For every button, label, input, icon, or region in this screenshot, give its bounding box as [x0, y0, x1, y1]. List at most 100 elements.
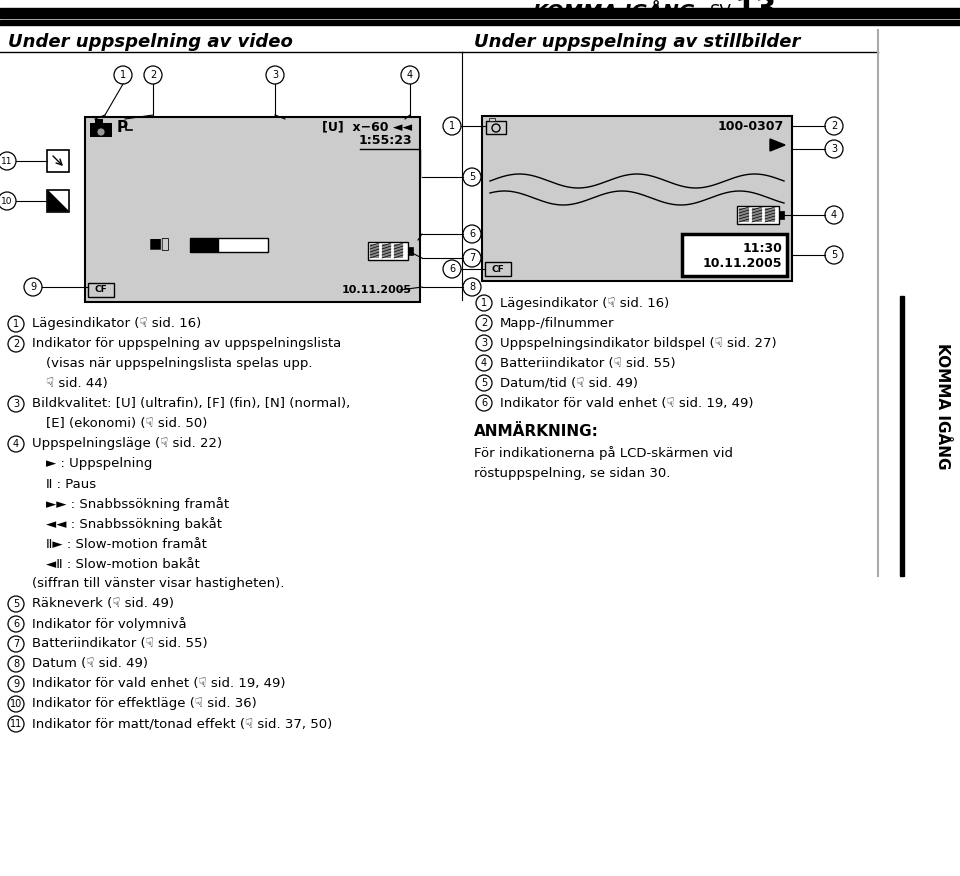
Text: 5: 5	[12, 599, 19, 609]
Text: 11:30: 11:30	[742, 242, 782, 255]
Text: 5: 5	[468, 172, 475, 182]
Bar	[190, 238, 218, 252]
Text: Lägesindikator (☟ sid. 16): Lägesindikator (☟ sid. 16)	[500, 296, 669, 309]
Text: 3: 3	[831, 144, 837, 154]
Text: SV: SV	[710, 3, 732, 21]
Text: Lägesindikator (☟ sid. 16): Lägesindikator (☟ sid. 16)	[32, 317, 202, 330]
Bar	[752, 208, 762, 222]
Text: 4: 4	[12, 439, 19, 449]
Bar	[47, 190, 69, 212]
Text: 1: 1	[120, 70, 126, 80]
Text: Datum/tid (☟ sid. 49): Datum/tid (☟ sid. 49)	[500, 377, 638, 390]
Text: 3: 3	[481, 338, 487, 348]
Text: Bildkvalitet: [U] (ultrafin), [F] (fin), [N] (normal),: Bildkvalitet: [U] (ultrafin), [F] (fin),…	[32, 398, 350, 411]
Text: 7: 7	[12, 639, 19, 649]
Bar	[408, 247, 413, 255]
Text: 9: 9	[12, 679, 19, 689]
Text: Indikator för effektläge (☟ sid. 36): Indikator för effektläge (☟ sid. 36)	[32, 697, 256, 710]
Bar	[218, 238, 268, 252]
Text: 3: 3	[12, 399, 19, 409]
Text: Räkneverk (☟ sid. 49): Räkneverk (☟ sid. 49)	[32, 597, 174, 611]
Polygon shape	[48, 191, 68, 211]
Text: 100-0307: 100-0307	[718, 119, 784, 132]
Text: 10: 10	[10, 699, 22, 709]
Bar	[382, 244, 391, 258]
Text: CF: CF	[95, 286, 108, 294]
Text: 11: 11	[1, 157, 12, 166]
Text: ■⧗: ■⧗	[149, 237, 171, 251]
Bar	[739, 208, 749, 222]
Bar	[368, 242, 408, 260]
Text: Batteriindikator (☟ sid. 55): Batteriindikator (☟ sid. 55)	[500, 357, 676, 370]
Text: 8: 8	[468, 282, 475, 292]
Text: ►► : Snabbssökning framåt: ►► : Snabbssökning framåt	[46, 497, 229, 511]
Text: Indikator för volymnivå: Indikator för volymnivå	[32, 617, 186, 631]
Bar	[900, 296, 904, 576]
Bar	[88, 283, 114, 297]
Text: röstuppspelning, se sidan 30.: röstuppspelning, se sidan 30.	[474, 467, 670, 479]
Text: Indikator för vald enhet (☟ sid. 19, 49): Indikator för vald enhet (☟ sid. 19, 49)	[500, 397, 754, 409]
Text: 4: 4	[481, 358, 487, 368]
Text: ► : Uppspelning: ► : Uppspelning	[46, 457, 153, 470]
Bar	[90, 123, 112, 137]
Text: 8: 8	[12, 659, 19, 669]
Circle shape	[97, 128, 105, 136]
Text: 5: 5	[830, 250, 837, 260]
Bar	[737, 206, 779, 224]
Text: Indikator för matt/tonad effekt (☟ sid. 37, 50): Indikator för matt/tonad effekt (☟ sid. …	[32, 717, 332, 731]
Bar	[489, 118, 495, 121]
Text: 2: 2	[481, 318, 487, 328]
Text: Under uppspelning av stillbilder: Under uppspelning av stillbilder	[474, 33, 801, 51]
Text: ☟ sid. 44): ☟ sid. 44)	[46, 378, 108, 391]
Text: 1: 1	[481, 298, 487, 308]
Text: Batteriindikator (☟ sid. 55): Batteriindikator (☟ sid. 55)	[32, 638, 207, 651]
Text: Uppspelningsindikator bildspel (☟ sid. 27): Uppspelningsindikator bildspel (☟ sid. 2…	[500, 336, 777, 350]
Bar	[486, 121, 506, 134]
Bar	[765, 208, 775, 222]
Text: 5: 5	[481, 378, 487, 388]
Text: 6: 6	[12, 619, 19, 629]
Text: CF: CF	[492, 265, 504, 273]
Text: 6: 6	[468, 229, 475, 239]
Text: 11: 11	[10, 719, 22, 729]
Text: ◄Ⅱ : Slow-motion bakåt: ◄Ⅱ : Slow-motion bakåt	[46, 557, 200, 570]
Text: KOMMA IGÅNG: KOMMA IGÅNG	[934, 343, 949, 470]
Text: KOMMA IGÅNG: KOMMA IGÅNG	[533, 3, 695, 22]
Text: 1:55:23: 1:55:23	[358, 135, 412, 147]
Bar	[682, 234, 787, 276]
Text: Mapp-/filnummer: Mapp-/filnummer	[500, 316, 614, 329]
Text: 6: 6	[449, 264, 455, 274]
Text: ANMÄRKNING:: ANMÄRKNING:	[474, 423, 599, 439]
Text: 1: 1	[449, 121, 455, 131]
Bar	[482, 116, 792, 281]
Text: 7: 7	[468, 253, 475, 263]
Text: 2: 2	[150, 70, 156, 80]
Text: [E] (ekonomi) (☟ sid. 50): [E] (ekonomi) (☟ sid. 50)	[46, 418, 207, 430]
Text: 13: 13	[735, 0, 778, 24]
Text: 2: 2	[830, 121, 837, 131]
Bar	[47, 150, 69, 172]
Text: 9: 9	[30, 282, 36, 292]
Polygon shape	[770, 139, 785, 151]
Text: [U]  x−60 ◄◄: [U] x−60 ◄◄	[322, 121, 412, 133]
Text: 3: 3	[272, 70, 278, 80]
Text: Ⅱ► : Slow-motion framåt: Ⅱ► : Slow-motion framåt	[46, 538, 206, 550]
Text: 10: 10	[1, 196, 12, 206]
Text: Ⅱ : Paus: Ⅱ : Paus	[46, 477, 96, 491]
Text: För indikationerna på LCD-skärmen vid: För indikationerna på LCD-skärmen vid	[474, 446, 733, 460]
Text: Uppspelningsläge (☟ sid. 22): Uppspelningsläge (☟ sid. 22)	[32, 437, 222, 450]
Text: Indikator för vald enhet (☟ sid. 19, 49): Indikator för vald enhet (☟ sid. 19, 49)	[32, 677, 285, 690]
Text: 10.11.2005: 10.11.2005	[342, 285, 412, 295]
Text: Under uppspelning av video: Under uppspelning av video	[8, 33, 293, 51]
Bar	[394, 244, 403, 258]
Text: (visas när uppspelningslista spelas upp.: (visas när uppspelningslista spelas upp.	[46, 357, 313, 371]
Bar	[779, 211, 784, 219]
Text: P: P	[117, 119, 128, 135]
Text: 4: 4	[831, 210, 837, 220]
Text: 4: 4	[407, 70, 413, 80]
Text: 10.11.2005: 10.11.2005	[703, 257, 782, 270]
Bar	[370, 244, 379, 258]
Text: ◄◄ : Snabbssökning bakåt: ◄◄ : Snabbssökning bakåt	[46, 517, 222, 531]
Text: 1: 1	[12, 319, 19, 329]
Bar	[95, 119, 103, 123]
